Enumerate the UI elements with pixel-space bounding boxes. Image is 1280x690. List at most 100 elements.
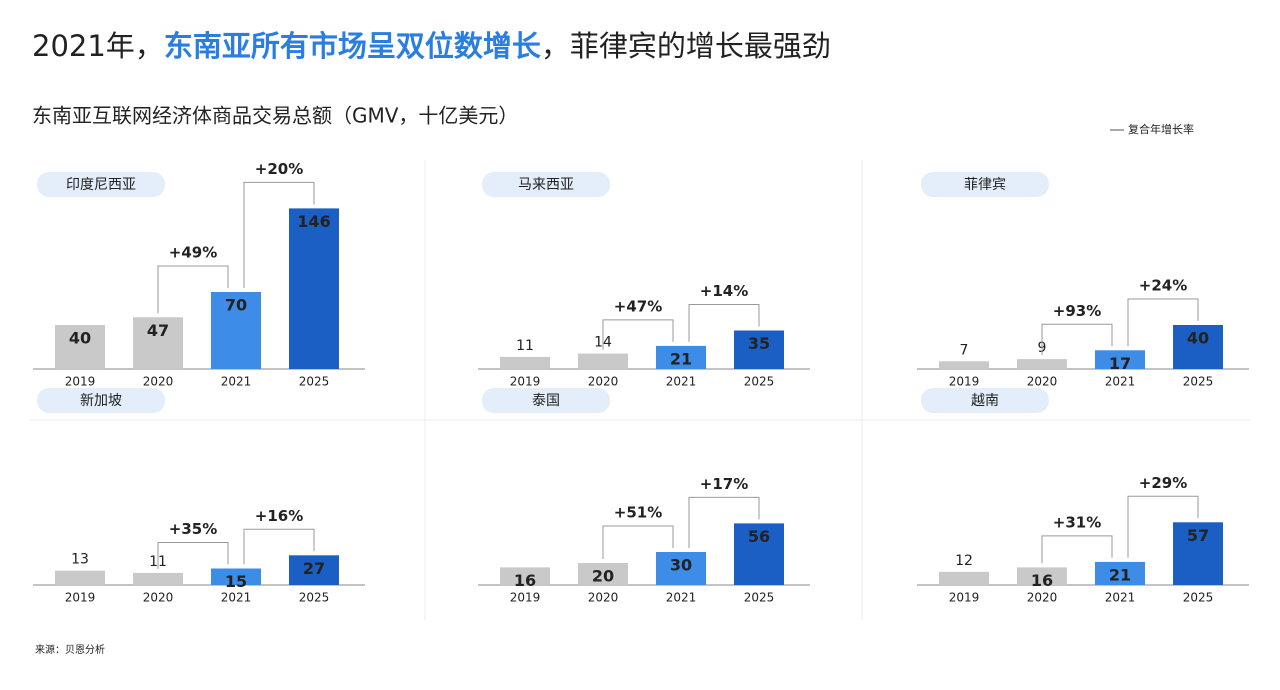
x-tick-label: 2021 bbox=[666, 375, 697, 389]
bar bbox=[656, 345, 706, 369]
x-tick-label: 2021 bbox=[221, 375, 252, 389]
bar bbox=[500, 567, 550, 585]
panel-tag bbox=[37, 172, 165, 197]
value-label: 13 bbox=[71, 552, 89, 568]
value-label: 21 bbox=[1109, 565, 1131, 584]
x-tick-label: 2025 bbox=[1183, 375, 1214, 389]
growth-bracket bbox=[1127, 298, 1199, 347]
x-tick-label: 2019 bbox=[510, 375, 541, 389]
source: 来源：贝恩分析 bbox=[35, 643, 105, 656]
x-tick-label: 2021 bbox=[666, 591, 697, 605]
bar bbox=[578, 353, 628, 369]
value-label: 7 bbox=[960, 342, 969, 358]
bar bbox=[211, 292, 261, 369]
growth-bracket bbox=[1127, 495, 1199, 558]
x-tick-label: 2019 bbox=[65, 591, 96, 605]
x-tick-label: 2025 bbox=[299, 375, 330, 389]
value-label: 16 bbox=[1031, 571, 1053, 590]
growth-bracket bbox=[688, 304, 760, 342]
panel-tag bbox=[482, 172, 610, 197]
bar bbox=[939, 361, 989, 369]
legend-label: 复合年增长率 bbox=[1128, 122, 1194, 136]
bar bbox=[1095, 350, 1145, 369]
page-title: 2021年，东南亚所有市场呈双位数增长，菲律宾的增长最强劲 bbox=[32, 29, 831, 63]
title-part: 2021年， bbox=[32, 29, 164, 63]
growth-bracket bbox=[157, 265, 229, 314]
panel-title: 菲律宾 bbox=[964, 177, 1006, 193]
panel-title: 马来西亚 bbox=[518, 177, 574, 193]
value-label: 16 bbox=[514, 571, 536, 590]
x-tick-label: 2021 bbox=[1105, 375, 1136, 389]
value-label: 27 bbox=[303, 559, 325, 578]
value-label: 15 bbox=[225, 572, 247, 591]
bar bbox=[55, 325, 105, 369]
x-tick-label: 2021 bbox=[1105, 591, 1136, 605]
growth-label: +51% bbox=[614, 504, 662, 522]
bar bbox=[734, 523, 784, 585]
value-label: 47 bbox=[147, 321, 169, 340]
panel-title: 印度尼西亚 bbox=[66, 177, 136, 193]
growth-label: +14% bbox=[700, 282, 748, 300]
x-tick-label: 2020 bbox=[588, 375, 619, 389]
growth-label: +49% bbox=[169, 244, 217, 262]
growth-label: +93% bbox=[1053, 302, 1101, 320]
bar bbox=[289, 208, 339, 369]
growth-label: +20% bbox=[255, 160, 303, 178]
bar bbox=[133, 317, 183, 369]
x-tick-label: 2020 bbox=[1027, 375, 1058, 389]
growth-label: +47% bbox=[614, 297, 662, 315]
bar bbox=[133, 572, 183, 585]
bar bbox=[55, 570, 105, 585]
bar bbox=[578, 563, 628, 585]
bar bbox=[211, 568, 261, 585]
growth-label: +24% bbox=[1139, 277, 1187, 295]
value-label: 30 bbox=[670, 556, 692, 575]
growth-label: +17% bbox=[700, 475, 748, 493]
growth-bracket bbox=[602, 319, 674, 350]
value-label: 40 bbox=[69, 329, 91, 348]
x-tick-label: 2019 bbox=[510, 591, 541, 605]
growth-label: +16% bbox=[255, 507, 303, 525]
x-tick-label: 2019 bbox=[65, 375, 96, 389]
x-tick-label: 2021 bbox=[221, 591, 252, 605]
bar bbox=[1017, 567, 1067, 585]
growth-bracket bbox=[602, 525, 674, 559]
value-label: 40 bbox=[1187, 329, 1209, 348]
growth-bracket bbox=[157, 542, 229, 569]
value-label: 17 bbox=[1109, 354, 1131, 373]
growth-bracket bbox=[1041, 323, 1113, 356]
bar bbox=[1173, 325, 1223, 369]
title-highlight: 东南亚所有市场呈双位数增长 bbox=[164, 29, 542, 63]
bar bbox=[1017, 359, 1067, 369]
bar bbox=[656, 552, 706, 585]
value-label: 12 bbox=[955, 553, 973, 569]
bar bbox=[939, 571, 989, 585]
value-label: 21 bbox=[670, 349, 692, 368]
panel-tag bbox=[482, 388, 610, 413]
growth-bracket bbox=[243, 181, 315, 288]
x-tick-label: 2025 bbox=[744, 375, 775, 389]
bar bbox=[289, 555, 339, 585]
value-label: 146 bbox=[297, 212, 330, 231]
growth-label: +29% bbox=[1139, 474, 1187, 492]
subtitle: 东南亚互联网经济体商品交易总额（GMV，十亿美元） bbox=[32, 104, 518, 128]
x-tick-label: 2025 bbox=[299, 591, 330, 605]
x-tick-label: 2019 bbox=[949, 591, 980, 605]
value-label: 57 bbox=[1187, 526, 1209, 545]
panel-tag bbox=[921, 172, 1049, 197]
panel-tag bbox=[921, 388, 1049, 413]
bar bbox=[734, 330, 784, 369]
x-tick-label: 2020 bbox=[1027, 591, 1058, 605]
growth-bracket bbox=[243, 528, 315, 565]
x-tick-label: 2025 bbox=[744, 591, 775, 605]
value-label: 20 bbox=[592, 567, 614, 586]
panel-title: 越南 bbox=[971, 393, 999, 409]
x-tick-label: 2025 bbox=[1183, 591, 1214, 605]
growth-label: +31% bbox=[1053, 513, 1101, 531]
x-tick-label: 2019 bbox=[949, 375, 980, 389]
value-label: 56 bbox=[748, 527, 770, 546]
panel-title: 新加坡 bbox=[80, 393, 122, 409]
growth-label: +35% bbox=[169, 520, 217, 538]
value-label: 11 bbox=[516, 338, 534, 354]
